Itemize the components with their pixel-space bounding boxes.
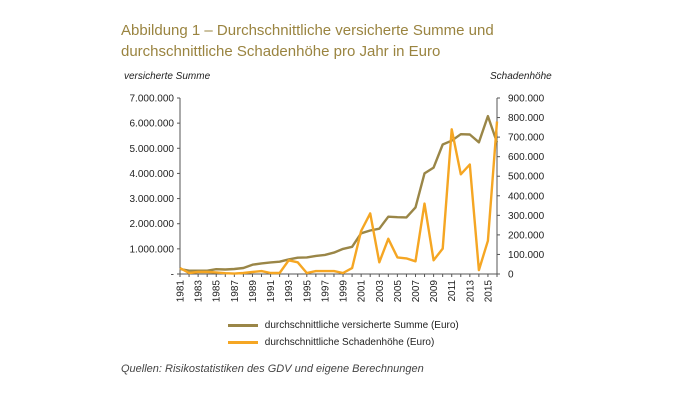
legend-label-claim-amount: durchschnittliche Schadenhöhe (Euro) [264, 337, 435, 348]
x-tick-label: 2003 [375, 280, 386, 303]
x-tick-label: 2011 [447, 280, 458, 302]
legend-entry-insured-sum: durchschnittliche versicherte Summe (Eur… [228, 320, 459, 331]
source-note: Quellen: Risikostatistiken des GDV und e… [121, 363, 424, 375]
x-tick-label: 2007 [411, 280, 422, 303]
y-right-tick-label: 900.000 [508, 94, 545, 105]
legend-entry-claim-amount: durchschnittliche Schadenhöhe (Euro) [228, 337, 434, 348]
y-right-tick-label: 400.000 [508, 191, 545, 202]
x-tick-label: 2001 [357, 280, 368, 303]
x-tick-label: 2005 [393, 280, 404, 303]
y-right-tick-label: 0 [508, 270, 514, 281]
x-tick-label: 1987 [230, 280, 241, 303]
y-axis-left-label: versicherte Summe [124, 71, 211, 82]
y-left-tick-label: 7.000.000 [130, 94, 175, 105]
y-axis-right-label: Schadenhöhe [490, 71, 552, 82]
x-tick-label: 1991 [266, 280, 277, 303]
series-line-claim-amount [179, 121, 499, 275]
y-right-tick-label: 800.000 [508, 113, 545, 124]
chart-title-line-2: durchschnittliche Schadenhöhe pro Jahr i… [121, 43, 441, 60]
series-line-insured-sum [179, 114, 499, 272]
x-tick-label: 1999 [339, 280, 350, 303]
y-right-tick-label: 300.000 [508, 211, 545, 222]
y-right-tick-label: 100.000 [508, 250, 545, 261]
y-left-tick-label: 1.000.000 [130, 244, 175, 255]
x-tick-label: 2013 [465, 280, 476, 303]
y-right-tick-label: 500.000 [508, 172, 545, 183]
legend-label-insured-sum: durchschnittliche versicherte Summe (Eur… [264, 320, 459, 331]
y-right-tick-label: 600.000 [508, 152, 545, 163]
x-tick-label: 2015 [483, 280, 494, 303]
legend-swatch-claim-amount [228, 340, 258, 344]
x-tick-label: 1981 [176, 280, 187, 303]
legend-swatch-insured-sum [228, 323, 258, 327]
y-left-tick-label: - [171, 270, 174, 281]
x-tick-label: 1985 [212, 280, 223, 303]
y-left-tick-label: 3.000.000 [130, 194, 175, 205]
x-tick-label: 1997 [320, 280, 331, 303]
y-left-tick-label: 6.000.000 [130, 119, 175, 130]
y-right-tick-label: 700.000 [508, 133, 545, 144]
y-left-tick-label: 2.000.000 [130, 219, 175, 230]
x-tick-label: 1993 [284, 280, 295, 303]
y-left-tick-label: 5.000.000 [130, 144, 175, 155]
x-tick-label: 1989 [248, 280, 259, 303]
chart-title-line-1: Abbildung 1 – Durchschnittliche versiche… [121, 22, 494, 39]
x-tick-label: 1995 [302, 280, 313, 303]
x-tick-label: 2009 [429, 280, 440, 303]
y-right-tick-label: 200.000 [508, 230, 545, 241]
x-tick-label: 1983 [194, 280, 205, 303]
y-left-tick-label: 4.000.000 [130, 169, 175, 180]
